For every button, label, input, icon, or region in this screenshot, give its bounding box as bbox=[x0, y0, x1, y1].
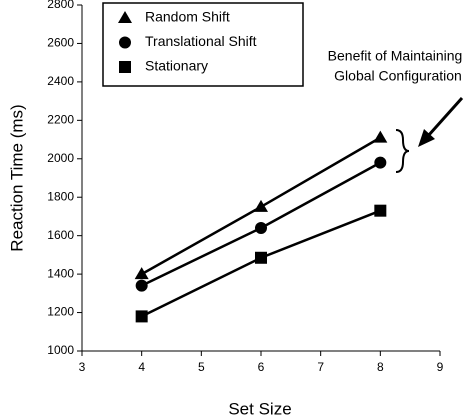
legend-marker bbox=[118, 11, 132, 23]
marker bbox=[374, 156, 387, 169]
x-axis-label: Set Size bbox=[228, 399, 291, 418]
legend-marker bbox=[119, 36, 131, 49]
x-tick-label: 3 bbox=[79, 360, 86, 374]
arrow-shaft bbox=[426, 96, 464, 138]
y-tick-label: 1600 bbox=[47, 228, 74, 242]
marker bbox=[373, 130, 388, 143]
marker bbox=[374, 204, 387, 217]
y-tick-label: 2200 bbox=[47, 113, 74, 127]
marker bbox=[135, 279, 148, 292]
marker bbox=[134, 267, 149, 280]
x-tick-label: 6 bbox=[258, 360, 265, 374]
y-tick-label: 2400 bbox=[47, 74, 74, 88]
marker bbox=[255, 221, 267, 234]
legend-box bbox=[102, 2, 304, 87]
brace bbox=[395, 129, 410, 173]
annotation: Global Configuration bbox=[334, 68, 462, 84]
legend-label: Translational Shift bbox=[145, 33, 257, 49]
legend-marker bbox=[119, 61, 131, 73]
arrow-head bbox=[418, 129, 435, 147]
x-tick-label: 7 bbox=[317, 360, 324, 374]
legend-label: Random Shift bbox=[145, 9, 230, 25]
marker bbox=[254, 199, 268, 212]
x-tick-label: 8 bbox=[377, 360, 384, 374]
marker bbox=[135, 310, 148, 323]
marker bbox=[255, 251, 267, 264]
y-tick-label: 2000 bbox=[47, 151, 74, 165]
x-tick-label: 9 bbox=[437, 360, 444, 374]
legend-label: Stationary bbox=[145, 58, 208, 74]
y-tick-label: 1200 bbox=[47, 305, 74, 319]
annotation: Benefit of Maintaining bbox=[328, 48, 463, 64]
x-tick-label: 4 bbox=[138, 360, 145, 374]
y-axis-label: Reaction Time (ms) bbox=[7, 104, 26, 251]
y-tick-label: 1400 bbox=[47, 266, 74, 280]
y-tick-label: 2800 bbox=[47, 0, 74, 11]
y-tick-label: 1800 bbox=[47, 189, 74, 203]
y-tick-label: 2600 bbox=[47, 36, 74, 50]
x-tick-label: 5 bbox=[198, 360, 205, 374]
y-tick-label: 1000 bbox=[47, 343, 74, 357]
